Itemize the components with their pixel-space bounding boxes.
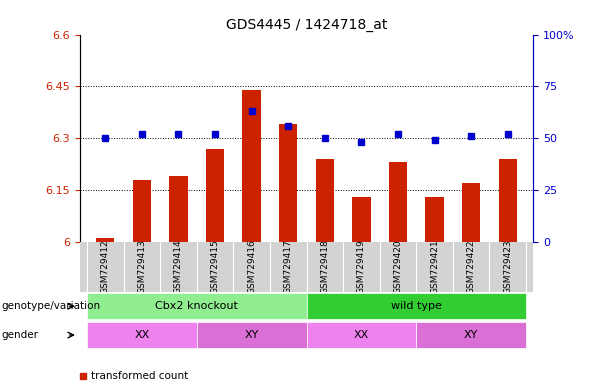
Title: GDS4445 / 1424718_at: GDS4445 / 1424718_at: [226, 18, 387, 32]
FancyBboxPatch shape: [87, 293, 306, 319]
Bar: [352, 197, 370, 242]
Text: GSM729420: GSM729420: [394, 240, 403, 294]
Text: GSM729416: GSM729416: [247, 240, 256, 294]
Bar: [96, 238, 115, 242]
Bar: [243, 90, 261, 242]
FancyBboxPatch shape: [87, 322, 197, 348]
Bar: [316, 159, 334, 242]
Text: wild type: wild type: [391, 301, 442, 311]
Text: Cbx2 knockout: Cbx2 knockout: [155, 301, 238, 311]
Text: GSM729414: GSM729414: [174, 240, 183, 294]
Text: transformed count: transformed count: [91, 371, 188, 381]
Text: GSM729421: GSM729421: [430, 240, 439, 294]
Bar: [206, 149, 224, 242]
Bar: [498, 159, 517, 242]
Bar: [169, 176, 188, 242]
Text: GSM729417: GSM729417: [284, 240, 293, 294]
FancyBboxPatch shape: [416, 322, 526, 348]
Text: GSM729423: GSM729423: [503, 240, 512, 294]
Bar: [279, 124, 297, 242]
Text: genotype/variation: genotype/variation: [1, 301, 101, 311]
Text: gender: gender: [1, 330, 38, 340]
Bar: [462, 183, 480, 242]
Text: XX: XX: [134, 330, 150, 340]
FancyBboxPatch shape: [306, 293, 526, 319]
Text: GSM729413: GSM729413: [137, 240, 147, 294]
Bar: [133, 180, 151, 242]
Text: GSM729422: GSM729422: [466, 240, 476, 294]
FancyBboxPatch shape: [306, 322, 416, 348]
Text: GSM729412: GSM729412: [101, 240, 110, 294]
FancyBboxPatch shape: [197, 322, 306, 348]
Text: GSM729418: GSM729418: [320, 240, 329, 294]
Text: XX: XX: [354, 330, 369, 340]
Bar: [425, 197, 444, 242]
Text: GSM729415: GSM729415: [210, 240, 219, 294]
Text: XY: XY: [245, 330, 259, 340]
Text: GSM729419: GSM729419: [357, 240, 366, 294]
Bar: [389, 162, 407, 242]
Text: XY: XY: [464, 330, 478, 340]
